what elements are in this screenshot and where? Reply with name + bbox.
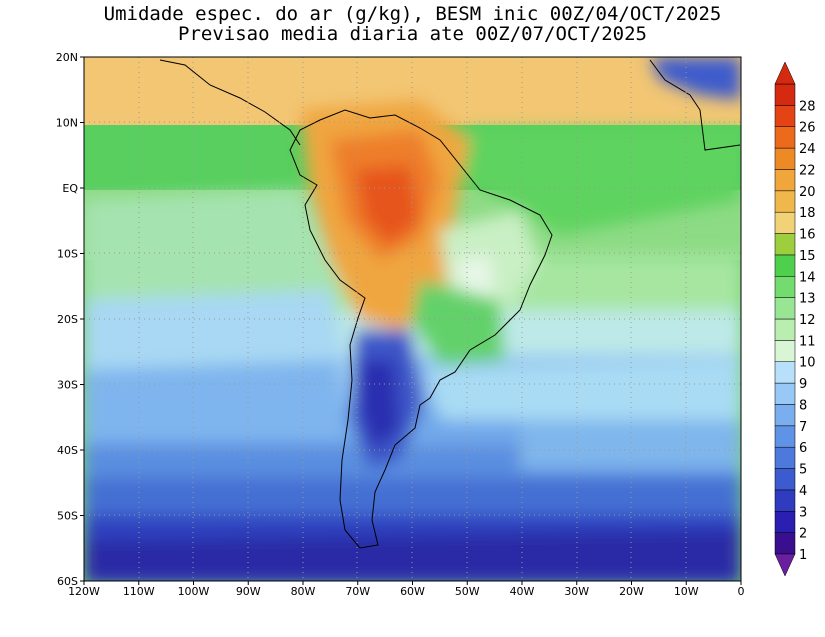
colorbar-swatch — [774, 211, 796, 234]
colorbar-swatch — [774, 83, 796, 106]
lon-tick-label: 40W — [510, 585, 535, 598]
colorbar-level-label: 12 — [799, 313, 816, 328]
lat-tick-label: 10N — [56, 117, 78, 130]
humidity-field — [84, 57, 741, 581]
lat-tick-label: 50S — [57, 510, 78, 523]
latitude-ticks: 20N 10N EQ 10S 20S 30S 40S 50S 60S — [56, 51, 84, 588]
colorbar-swatch — [774, 340, 796, 362]
colorbar-level-label: 16 — [799, 228, 816, 243]
colorbar-level-label: 4 — [799, 484, 807, 499]
colorbar-swatch — [774, 233, 796, 256]
lat-tick-label: 20N — [56, 51, 78, 64]
lon-tick-label: 120W — [68, 585, 100, 598]
colorbar-level-label: 14 — [799, 270, 816, 285]
lat-tick-label: 10S — [57, 248, 78, 261]
colorbar-level-label: 3 — [799, 505, 807, 520]
colorbar-level-label: 26 — [799, 121, 816, 136]
colorbar-level-label: 13 — [799, 292, 816, 307]
title-line-2: Previsao media diaria ate 00Z/07/OCT/202… — [178, 23, 647, 45]
lon-tick-label: 80W — [291, 585, 316, 598]
colorbar-arrow-bottom — [774, 553, 796, 577]
colorbar-swatch — [774, 468, 796, 491]
colorbar-level-label: 1 — [799, 548, 807, 563]
colorbar-swatch — [774, 446, 796, 469]
colorbar-level-label: 28 — [799, 99, 816, 114]
colorbar-level-label: 18 — [799, 206, 816, 221]
lat-tick-label: EQ — [62, 182, 78, 195]
colorbar-swatch — [774, 361, 796, 384]
colorbar-swatch — [774, 489, 796, 512]
colorbar-swatch — [774, 511, 796, 533]
lon-tick-label: 20W — [619, 585, 644, 598]
lat-tick-label: 60S — [57, 575, 78, 588]
colorbar-swatch — [774, 425, 796, 448]
colorbar-arrow-top — [774, 61, 796, 85]
colorbar-level-label: 2 — [799, 527, 807, 542]
colorbar-level-label: 20 — [799, 185, 816, 200]
colorbar-level-label: 9 — [799, 377, 807, 392]
lon-tick-label: 30W — [564, 585, 589, 598]
colorbar-swatch — [774, 404, 796, 427]
colorbar-swatch — [774, 254, 796, 277]
colorbar-level-label: 22 — [799, 163, 816, 178]
africa-coastline — [649, 59, 741, 151]
longitude-ticks: 120W 110W 100W 90W 80W 70W 60W 50W 40W 30W 20W 10W 0 — [68, 581, 745, 598]
lon-tick-label: 110W — [123, 585, 155, 598]
colorbar-swatch — [774, 382, 796, 405]
colorbar-swatch — [774, 190, 796, 213]
lon-tick-label: 10W — [674, 585, 699, 598]
lat-tick-label: 20S — [57, 313, 78, 326]
lon-tick-label: 70W — [345, 585, 370, 598]
colorbar-level-label: 10 — [799, 356, 816, 371]
south-america-coastline — [289, 109, 553, 549]
colorbar-level-label: 7 — [799, 420, 807, 435]
colorbar-level-label: 15 — [799, 249, 816, 264]
title-line-1: Umidade espec. do ar (g/kg), BESM inic 0… — [103, 3, 722, 25]
colorbar-level-label: 8 — [799, 398, 807, 413]
colorbar-swatch — [774, 169, 796, 192]
colorbar-level-label: 6 — [799, 441, 807, 456]
lon-tick-label: 90W — [236, 585, 261, 598]
colorbar-level-label: 5 — [799, 463, 807, 478]
central-america-coastline — [159, 59, 301, 146]
colorbar-level-label: 11 — [799, 334, 816, 349]
lon-tick-label: 100W — [178, 585, 210, 598]
colorbar-level-label: 24 — [799, 142, 816, 157]
colorbar-swatch — [774, 276, 796, 298]
lon-tick-label: 0 — [738, 585, 745, 598]
lat-tick-label: 30S — [57, 379, 78, 392]
colorbar-swatch — [774, 318, 796, 341]
colorbar-swatch — [774, 532, 796, 555]
lat-tick-label: 40S — [57, 444, 78, 457]
lon-tick-label: 60W — [400, 585, 425, 598]
colorbar-swatch — [774, 147, 796, 170]
coastlines — [159, 59, 741, 549]
colorbar-swatch — [774, 126, 796, 149]
lon-tick-label: 50W — [455, 585, 480, 598]
colorbar-swatch — [774, 105, 796, 127]
colorbar-swatch — [774, 297, 796, 320]
